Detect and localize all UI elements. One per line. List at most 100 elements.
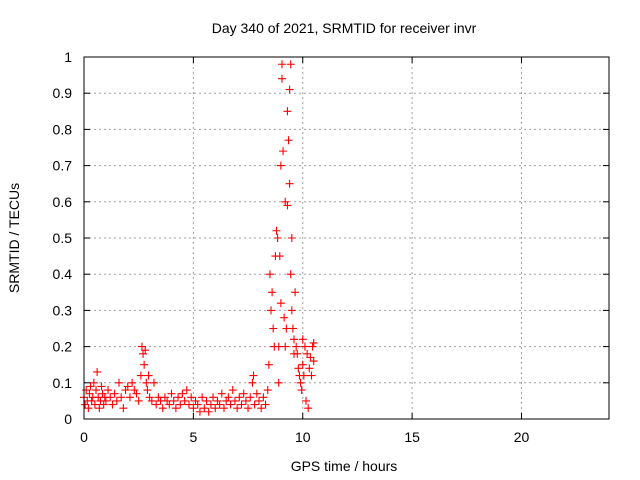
- data-point: [298, 360, 307, 369]
- data-point: [277, 74, 286, 83]
- data-point: [298, 335, 307, 344]
- data-point: [294, 364, 303, 373]
- data-point: [87, 396, 96, 405]
- data-point: [246, 393, 255, 402]
- y-tick-label: 0.9: [53, 85, 73, 101]
- data-point: [226, 400, 235, 409]
- data-point: [239, 389, 248, 398]
- data-point: [281, 197, 290, 206]
- data-point: [309, 338, 318, 347]
- data-point: [104, 386, 113, 395]
- data-point: [277, 60, 286, 69]
- data-point: [273, 234, 282, 242]
- data-point: [307, 371, 316, 380]
- ticks-layer: 0 5 10 15 20 0 0.1 0.2 0.3 0.4 0.5 0.6 0.7 0.8 0.9 1: [53, 49, 609, 445]
- data-point: [112, 396, 121, 405]
- data-point: [274, 378, 283, 387]
- data-point: [95, 404, 104, 413]
- data-point: [191, 396, 200, 405]
- x-tick-label: 20: [514, 429, 530, 445]
- data-point: [300, 342, 309, 351]
- data-point: [306, 353, 315, 362]
- data-point: [222, 396, 231, 405]
- data-point: [137, 342, 146, 351]
- data-point: [213, 396, 222, 405]
- data-point: [293, 349, 302, 358]
- data-point: [106, 393, 115, 402]
- data-point: [117, 393, 126, 402]
- y-tick-label: 1: [64, 49, 72, 65]
- data-point: [142, 378, 151, 387]
- data-point: [285, 179, 294, 188]
- data-point: [195, 407, 204, 416]
- data-point: [158, 404, 167, 413]
- grid-layer: [84, 57, 609, 419]
- data-point: [230, 396, 239, 405]
- data-point: [167, 389, 176, 398]
- data-point: [101, 396, 110, 405]
- data-point: [308, 342, 317, 351]
- data-point: [139, 349, 148, 358]
- data-point: [255, 396, 263, 405]
- data-point: [204, 407, 213, 416]
- data-point: [136, 371, 145, 380]
- chart-title: Day 340 of 2021, SRMTID for receiver inv…: [212, 20, 477, 36]
- data-point: [299, 371, 308, 380]
- data-point: [275, 252, 284, 261]
- data-point: [305, 364, 314, 373]
- data-point: [174, 393, 183, 402]
- data-point: [285, 85, 294, 94]
- data-point: [248, 378, 257, 387]
- data-point: [160, 393, 169, 402]
- data-point: [250, 400, 259, 409]
- y-tick-label: 0.2: [53, 339, 73, 355]
- data-point: [261, 400, 270, 409]
- data-point: [185, 400, 193, 409]
- data-point: [121, 386, 130, 395]
- data-point: [302, 396, 311, 405]
- data-point: [144, 371, 153, 380]
- y-tick-label: 0.8: [53, 121, 73, 137]
- y-axis-label: SRMTID / TECUs: [6, 183, 22, 293]
- data-point: [288, 324, 297, 333]
- data-point: [93, 367, 102, 376]
- data-point: [134, 396, 143, 405]
- data-points-layer: [80, 60, 318, 416]
- data-point: [198, 393, 207, 402]
- data-point: [145, 393, 154, 402]
- data-point: [152, 400, 161, 409]
- y-tick-label: 0.3: [53, 302, 73, 318]
- data-point: [97, 382, 106, 391]
- data-point: [147, 396, 156, 405]
- data-point: [264, 360, 273, 369]
- y-tick-label: 0: [64, 411, 72, 427]
- data-point: [224, 393, 233, 402]
- data-point: [110, 389, 119, 398]
- x-tick-label: 5: [189, 429, 197, 445]
- data-point: [252, 389, 261, 398]
- data-point: [85, 389, 94, 398]
- data-point: [92, 386, 101, 395]
- data-point: [86, 382, 95, 391]
- data-point: [217, 389, 226, 398]
- data-point: [202, 396, 211, 405]
- data-point: [281, 342, 290, 351]
- data-point: [178, 389, 187, 398]
- data-point: [128, 378, 137, 387]
- data-point: [84, 404, 93, 413]
- data-point: [290, 335, 298, 344]
- data-point: [211, 404, 220, 413]
- data-point: [279, 147, 288, 156]
- data-point: [180, 396, 189, 405]
- data-point: [283, 201, 292, 210]
- data-point: [292, 342, 301, 351]
- data-point: [119, 404, 128, 413]
- data-point: [200, 404, 209, 413]
- data-point: [141, 346, 150, 355]
- y-tick-label: 0.7: [53, 158, 73, 174]
- data-point: [249, 371, 258, 380]
- data-point: [206, 400, 215, 409]
- data-point: [108, 400, 117, 409]
- data-point: [209, 393, 218, 402]
